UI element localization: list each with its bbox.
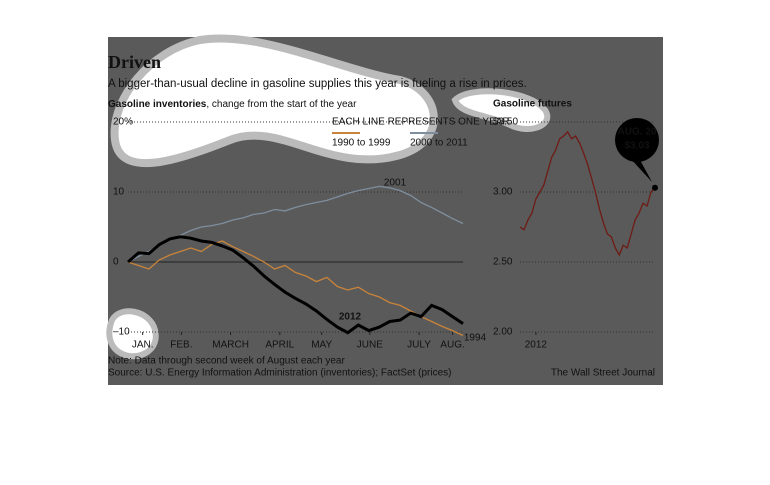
left-title-sub: , change from the start of the year [206,99,357,110]
series-label: 2012 [339,312,362,323]
left-title-main: Gasoline inventories [108,99,207,110]
title: Driven [108,52,161,72]
x-tick-label: APRIL [265,340,294,351]
x-tick-label: MARCH [212,340,249,351]
series-line [127,185,464,263]
y-tick-label: –10 [113,327,130,338]
callout-value: $3.03 [624,141,649,152]
series-line [519,130,656,257]
mask-blob [110,34,438,167]
y-tick-label: 3.00 [493,187,513,198]
y-tick-label: 0 [113,257,119,268]
x-tick-label: JUNE [357,340,383,351]
series-label: 2001 [384,178,407,189]
subtitle: A bigger-than-usual decline in gasoline … [108,78,527,90]
series-line [127,235,464,335]
legend-title: EACH LINE REPRESENTS ONE YEAR [332,117,510,128]
source: Source: U.S. Energy Information Administ… [108,368,451,379]
callout-date: AUG. 20 [618,127,657,138]
x-tick-label: AUG. [440,340,464,351]
x-tick-label: JULY [407,340,431,351]
mask-blob [106,308,159,360]
right-title: Gasoline futures [493,99,572,110]
callout [615,118,659,162]
y-tick-label: 20% [113,117,133,128]
left-title: Gasoline inventories, change from the st… [108,99,357,110]
mask-blob [451,88,551,132]
note: Note: Data through second week of August… [108,356,345,367]
legend-label: 1990 to 1999 [332,138,391,149]
x-tick-label: JAN. [132,340,154,351]
x-tick-label: FEB. [170,340,192,351]
y-tick-label: 2.50 [493,257,513,268]
series-label: 1994 [464,333,487,344]
y-tick-label: 2.00 [493,327,513,338]
x-tick-label: 2012 [525,340,548,351]
legend-label: 2000 to 2011 [410,138,468,149]
credit: The Wall Street Journal [551,368,655,379]
series-line [127,240,464,337]
y-tick-label: 10 [113,187,125,198]
x-tick-label: MAY [311,340,332,351]
y-tick-label: $3.50 [493,117,518,128]
callout-pointer [630,158,652,182]
end-point [652,184,658,191]
